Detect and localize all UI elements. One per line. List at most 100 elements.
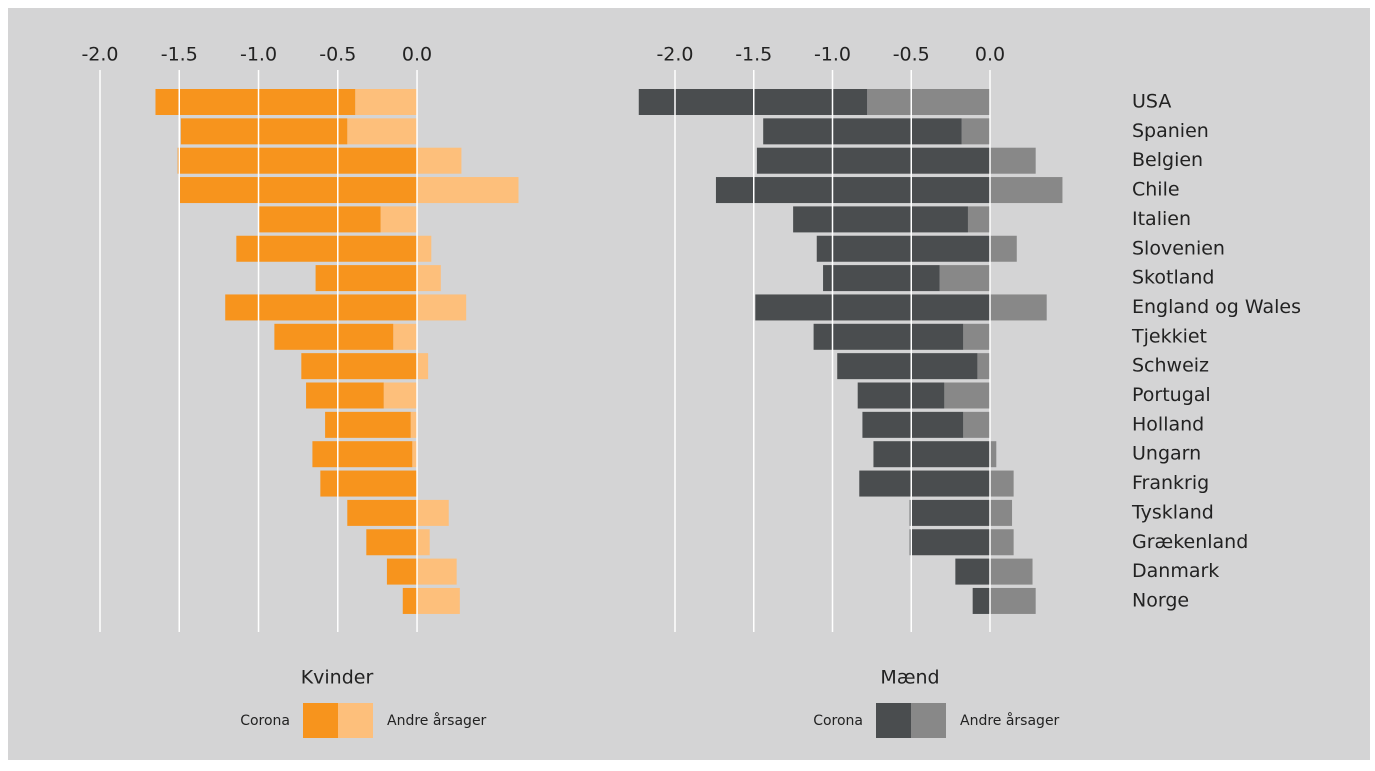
bar (380, 206, 418, 233)
bar (963, 411, 990, 438)
legend-swatch (338, 703, 373, 738)
bar (990, 587, 1036, 614)
legend-label: Andre årsager (387, 712, 487, 729)
category-label: Tyskland (1131, 501, 1214, 523)
bar (823, 265, 940, 292)
x-tick-label: 0.0 (975, 44, 1005, 66)
bar (417, 235, 432, 262)
category-label: Norge (1132, 589, 1189, 611)
bar (859, 470, 990, 497)
bar (909, 499, 990, 526)
bar (763, 118, 962, 145)
bar (977, 353, 990, 380)
bar (417, 147, 462, 174)
category-label: USA (1132, 91, 1171, 113)
bar (862, 411, 964, 438)
x-tick-label: -1.5 (161, 44, 198, 66)
x-tick-label: 0.0 (402, 44, 432, 66)
bar (961, 118, 990, 145)
bar (179, 177, 418, 204)
category-label: Belgien (1132, 149, 1203, 171)
bar (955, 558, 990, 585)
bar (417, 587, 460, 614)
bar (410, 411, 418, 438)
bar (873, 441, 990, 468)
category-label: Tjekkiet (1131, 325, 1207, 347)
bar (315, 265, 418, 292)
bar (347, 499, 418, 526)
category-label: Spanien (1132, 120, 1209, 142)
bar (412, 441, 418, 468)
bar (963, 323, 990, 350)
bar (325, 411, 411, 438)
bar (366, 529, 418, 556)
bar (320, 470, 418, 497)
x-tick-label: -1.5 (735, 44, 772, 66)
legend-label: Corona (813, 713, 863, 729)
category-label: Slovenien (1132, 237, 1225, 259)
bar (274, 323, 394, 350)
category-label: Ungarn (1132, 443, 1201, 465)
panel-title: Mænd (880, 667, 939, 689)
category-label: Frankrig (1132, 472, 1209, 494)
bar (990, 529, 1014, 556)
bar (383, 382, 418, 409)
bar (816, 235, 990, 262)
bar (402, 587, 418, 614)
bar (417, 558, 457, 585)
x-tick-label: -1.0 (240, 44, 277, 66)
bar (355, 89, 418, 115)
bar (177, 147, 418, 174)
bar (347, 118, 418, 145)
bar (393, 323, 418, 350)
bar (990, 558, 1033, 585)
bar (813, 323, 964, 350)
bar (225, 294, 418, 321)
bar (990, 294, 1047, 321)
bar (944, 382, 990, 409)
bar (386, 558, 418, 585)
bar (306, 382, 384, 409)
bar (756, 147, 990, 174)
bar (837, 353, 978, 380)
legend-label: Corona (240, 713, 290, 729)
bar (417, 499, 449, 526)
category-label: Holland (1132, 413, 1204, 435)
x-tick-label: -0.5 (893, 44, 930, 66)
category-label: Italien (1132, 208, 1191, 230)
bar (909, 529, 990, 556)
bar (990, 147, 1036, 174)
category-label: England og Wales (1132, 296, 1301, 318)
bar (755, 294, 990, 321)
legend-swatch (303, 703, 338, 738)
category-label: Grækenland (1132, 531, 1248, 553)
bar (990, 441, 997, 468)
bar (990, 499, 1013, 526)
category-label: Schweiz (1132, 355, 1209, 377)
bar (939, 265, 990, 292)
bar (793, 206, 968, 233)
bar (301, 353, 418, 380)
bar (638, 89, 868, 115)
x-tick-label: -0.5 (319, 44, 356, 66)
bar (180, 118, 348, 145)
bar (155, 89, 356, 115)
category-label: Chile (1132, 179, 1180, 201)
bar (417, 177, 519, 204)
bar (715, 177, 990, 204)
x-tick-label: -1.0 (814, 44, 851, 66)
bar (312, 441, 413, 468)
category-label: Skotland (1132, 267, 1215, 289)
category-label: Portugal (1132, 384, 1211, 406)
bar (990, 177, 1063, 204)
category-label: Danmark (1132, 560, 1219, 582)
bar (236, 235, 418, 262)
bar (967, 206, 990, 233)
bar (417, 529, 430, 556)
bar (417, 353, 429, 380)
legend-swatch (876, 703, 911, 738)
x-tick-label: -2.0 (81, 44, 118, 66)
bar (857, 382, 945, 409)
panel-title: Kvinder (301, 667, 374, 689)
